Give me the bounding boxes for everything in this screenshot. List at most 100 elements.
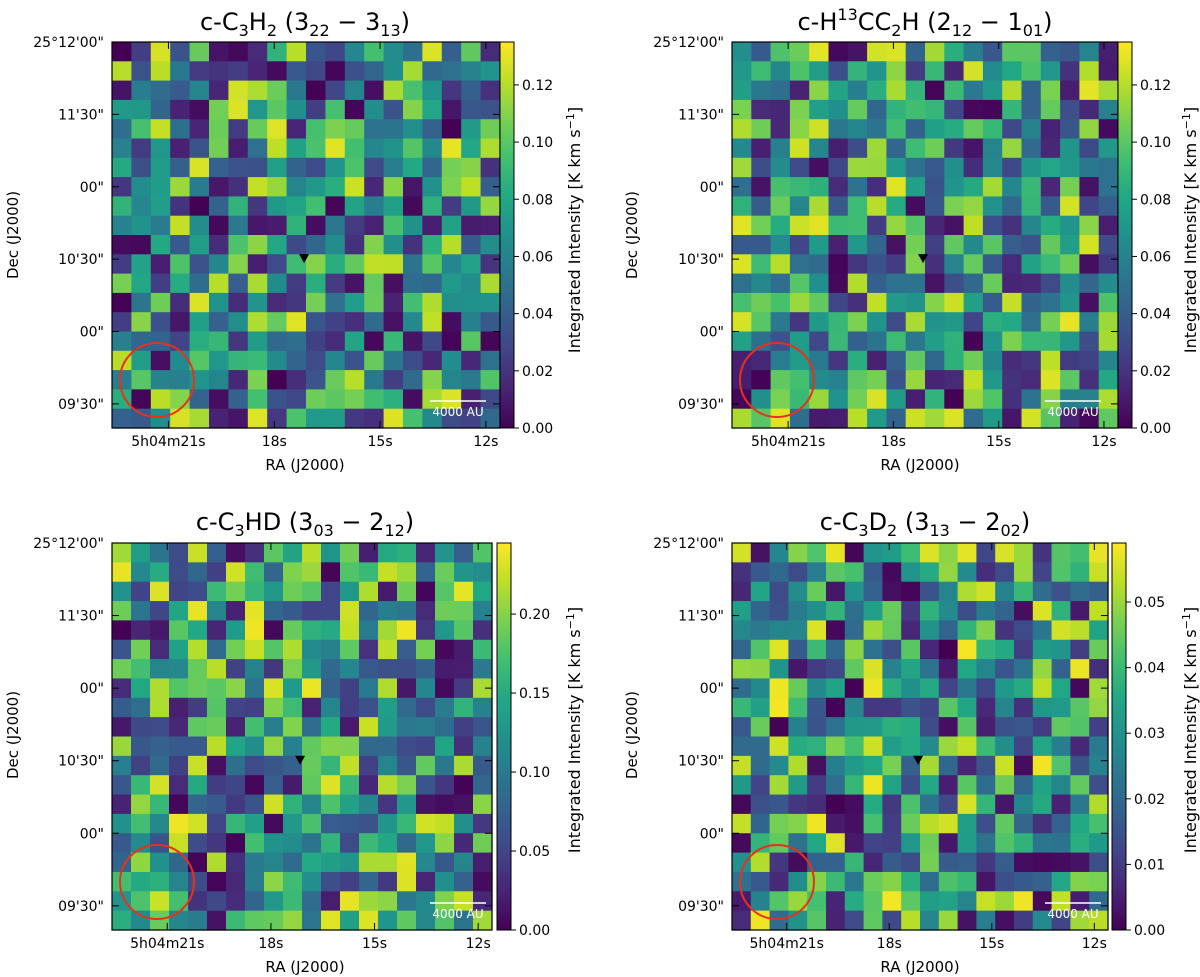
heatmap-cell	[995, 601, 1015, 621]
heatmap-cell	[441, 157, 462, 178]
source-marker	[295, 755, 306, 765]
heatmap-cell	[150, 891, 170, 912]
heatmap-cell	[957, 755, 977, 776]
heatmap-cell	[1002, 196, 1023, 217]
heatmap-cell	[189, 119, 210, 140]
heatmap-cell	[169, 755, 189, 776]
heatmap-cell	[321, 871, 341, 892]
heatmap-cell	[844, 775, 865, 796]
heatmap-cell	[461, 157, 482, 178]
heatmap-cell	[169, 794, 189, 815]
heatmap-cell	[770, 235, 791, 255]
heatmap-cell	[750, 891, 771, 912]
heatmap-cell	[770, 273, 791, 294]
heatmap-cell	[364, 408, 385, 429]
heatmap-cell	[789, 370, 810, 390]
heatmap-cell	[286, 292, 307, 313]
x-tick-label: 18s	[881, 434, 906, 450]
colorbar-tick-label: 0.00	[1140, 421, 1171, 437]
heatmap-cell	[828, 370, 849, 390]
heatmap-cell	[306, 312, 326, 333]
heatmap-cell	[1002, 254, 1023, 275]
heatmap-cell	[226, 601, 246, 621]
heatmap-cell	[769, 697, 789, 718]
heatmap-cell	[340, 678, 360, 699]
heatmap-cell	[901, 871, 921, 892]
heatmap-cell	[1060, 99, 1080, 120]
heatmap-cell	[788, 891, 808, 912]
heatmap-cell	[267, 80, 288, 101]
heatmap-cell	[732, 292, 752, 313]
heatmap-cell	[905, 157, 926, 178]
heatmap-cell	[441, 350, 462, 371]
heatmap-cell	[789, 215, 810, 236]
heatmap-cell	[461, 312, 482, 333]
heatmap-cell	[1089, 562, 1109, 583]
heatmap-cell	[882, 755, 902, 776]
heatmap-cell	[454, 562, 474, 583]
heatmap-cell	[844, 736, 865, 757]
heatmap-cell	[170, 215, 191, 236]
heatmap-cell	[750, 755, 771, 776]
heatmap-cell	[131, 775, 151, 796]
heatmap-cell	[403, 80, 423, 101]
heatmap-cell	[1089, 852, 1109, 873]
heatmap-cell	[982, 370, 1003, 390]
heatmap-cell	[826, 871, 846, 892]
heatmap-cell	[473, 601, 493, 621]
heatmap-cell	[1060, 235, 1080, 255]
heatmap-cell	[150, 273, 171, 294]
heatmap-cell	[995, 543, 1015, 563]
heatmap-cell	[920, 755, 940, 776]
heatmap-cell	[770, 215, 791, 236]
heatmap-cell	[1098, 273, 1119, 294]
heatmap-cell	[422, 138, 443, 159]
heatmap-cell	[769, 813, 789, 834]
heatmap-cell	[886, 196, 907, 217]
y-tick-label: 25°12'00"	[653, 536, 724, 552]
heatmap-cell	[1070, 871, 1090, 892]
heatmap-cell	[397, 833, 417, 854]
heatmap-cell	[944, 292, 965, 313]
heatmap-cell	[1051, 755, 1071, 776]
heatmap-cell	[189, 235, 210, 255]
heatmap-cell	[863, 697, 883, 718]
heatmap-cell	[789, 99, 810, 120]
heatmap-cell	[150, 196, 171, 217]
heatmap-cell	[920, 543, 940, 563]
heatmap-cell	[809, 331, 830, 352]
heatmap-cell	[982, 312, 1003, 333]
heatmap-cell	[207, 833, 227, 854]
heatmap-cell	[131, 871, 151, 892]
heatmap-cell	[769, 562, 789, 583]
heatmap-cell	[150, 833, 170, 854]
heatmap-cell	[454, 543, 474, 563]
heatmap-cell	[264, 620, 284, 641]
heatmap-cell	[982, 61, 1003, 82]
heatmap-cell	[397, 775, 417, 796]
heatmap-cell	[189, 292, 210, 313]
heatmap-cell	[169, 581, 189, 602]
heatmap-cell	[267, 215, 288, 236]
heatmap-cell	[1040, 215, 1061, 236]
heatmap-cell	[1040, 408, 1061, 429]
heatmap-cell	[247, 389, 268, 410]
colorbar-tick-label: 0.12	[522, 78, 553, 94]
heatmap-cell	[1079, 138, 1100, 159]
heatmap-cell	[245, 639, 265, 660]
heatmap-cell	[480, 292, 501, 313]
heatmap-cell	[344, 350, 365, 371]
heatmap-cell	[378, 717, 398, 738]
heatmap-cell	[209, 273, 229, 294]
colorbar	[496, 542, 512, 931]
heatmap-cell	[944, 61, 965, 82]
heatmap-cell	[769, 639, 789, 660]
heatmap-cell	[422, 331, 443, 352]
heatmap-cell	[169, 910, 189, 931]
heatmap-cell	[150, 775, 170, 796]
heatmap-cell	[1098, 292, 1119, 313]
heatmap-cell	[150, 138, 171, 159]
heatmap-cell	[228, 312, 249, 333]
heatmap-cell	[944, 370, 965, 390]
heatmap-cell	[283, 736, 303, 757]
